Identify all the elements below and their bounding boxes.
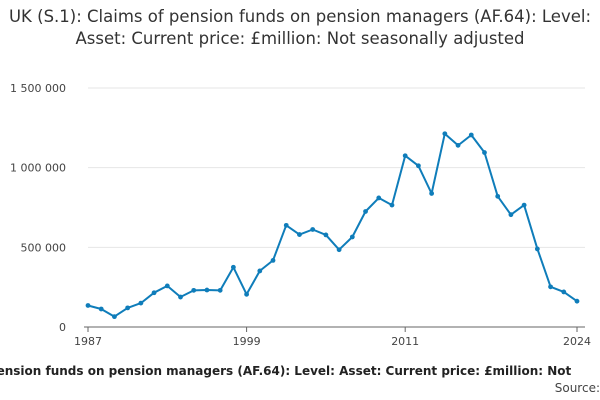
data-point: [363, 209, 368, 214]
data-point: [429, 191, 435, 196]
data-point: [244, 291, 249, 297]
data-point: [178, 294, 183, 300]
y-tick-label: 500 000: [21, 241, 67, 254]
gridlines: [88, 87, 585, 248]
footer-source: Source:: [554, 381, 600, 395]
data-point: [336, 247, 342, 253]
data-point: [85, 303, 91, 308]
data-point: [495, 193, 501, 199]
data-point: [455, 142, 461, 148]
data-point: [297, 232, 302, 237]
x-tick-label: 1987: [74, 335, 102, 348]
x-tick-label: 2011: [391, 335, 419, 348]
data-point: [534, 246, 540, 252]
footer-series-text: pension funds on pension managers (AF.64…: [0, 364, 572, 378]
data-point: [283, 222, 289, 228]
y-tick-label: 0: [59, 321, 66, 334]
data-point: [164, 283, 170, 289]
footer-series-label: pension funds on pension managers (AF.64…: [0, 364, 600, 380]
data-point: [442, 131, 448, 137]
data-point: [257, 268, 263, 274]
data-point: [574, 298, 580, 304]
x-tick-label: 2024: [563, 335, 591, 348]
data-point: [310, 227, 316, 232]
data-point: [98, 306, 104, 312]
data-point: [416, 163, 421, 169]
data-point: [561, 289, 567, 295]
y-tick-label: 1 000 000: [10, 162, 66, 175]
data-point: [349, 234, 355, 240]
x-tick-label: 1999: [233, 335, 261, 348]
data-point: [270, 257, 276, 263]
data-point: [138, 300, 144, 306]
axes: 0 500 000 1 000 000 1 500 000 1987 1999 2011 20…: [10, 82, 591, 348]
y-tick-label: 1 500 000: [10, 82, 66, 95]
data-point: [402, 153, 408, 159]
data-series: [85, 131, 580, 320]
data-point: [230, 264, 236, 270]
data-point: [151, 290, 157, 296]
data-point: [521, 202, 527, 208]
data-point: [323, 232, 329, 238]
data-point: [125, 305, 131, 311]
data-point: [191, 287, 197, 293]
data-point: [204, 287, 210, 293]
data-point: [548, 284, 553, 290]
chart-title: UK (S.1): Claims of pension funds on pen…: [8, 7, 592, 48]
data-point: [508, 212, 514, 218]
data-point: [482, 150, 487, 155]
data-point: [217, 287, 223, 293]
data-point: [376, 195, 382, 201]
data-point: [389, 202, 395, 208]
series-line: [87, 132, 578, 318]
data-point: [112, 314, 117, 320]
data-point: [468, 132, 474, 138]
